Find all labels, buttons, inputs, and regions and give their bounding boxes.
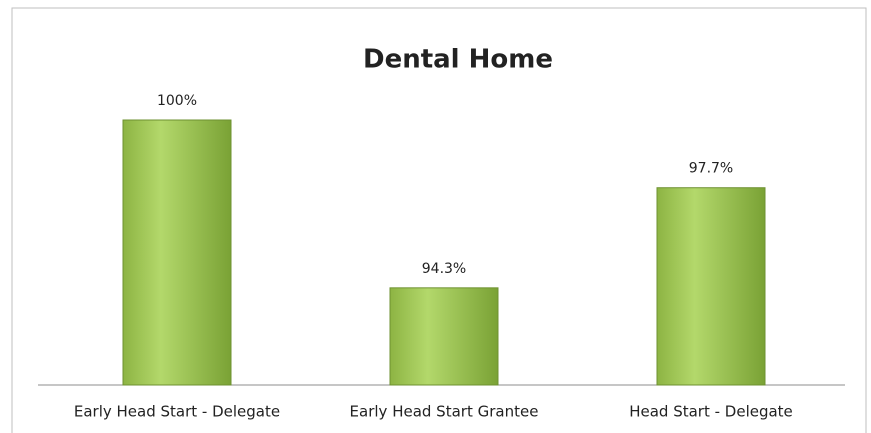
x-tick-label: Head Start - Delegate xyxy=(629,403,793,421)
bar xyxy=(656,187,766,386)
bar xyxy=(389,287,499,386)
x-tick-label: Early Head Start Grantee xyxy=(350,403,539,421)
data-label: 94.3% xyxy=(422,261,466,277)
x-tick-label: Early Head Start - Delegate xyxy=(74,403,280,421)
data-label: 100% xyxy=(157,93,197,109)
chart-title: Dental Home xyxy=(363,45,553,75)
data-label: 97.7% xyxy=(689,161,733,177)
bar xyxy=(122,119,232,386)
